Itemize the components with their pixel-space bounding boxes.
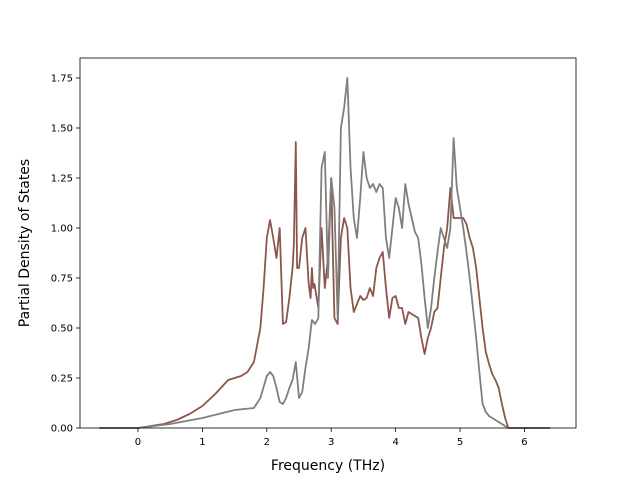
x-tick-label: 5 bbox=[457, 437, 463, 448]
y-axis-label: Partial Density of States bbox=[17, 159, 33, 327]
x-tick-label: 3 bbox=[328, 437, 334, 448]
series-line-2 bbox=[99, 77, 551, 429]
x-tick-label: 6 bbox=[521, 437, 527, 448]
x-tick-label: 1 bbox=[199, 437, 205, 448]
x-axis-ticks: 0 1 2 3 4 5 6 bbox=[135, 428, 528, 448]
y-tick-label: 1.50 bbox=[51, 124, 73, 135]
y-tick-label: 0.25 bbox=[51, 374, 73, 385]
x-tick-label: 4 bbox=[392, 437, 398, 448]
y-tick-label: 1.25 bbox=[51, 174, 73, 185]
y-tick-label: 1.00 bbox=[51, 224, 73, 235]
plot-frame bbox=[79, 57, 577, 429]
x-tick-label: 0 bbox=[135, 437, 141, 448]
y-tick-label: 0.00 bbox=[51, 424, 73, 435]
x-tick-label: 2 bbox=[264, 437, 270, 448]
y-tick-label: 1.75 bbox=[51, 74, 73, 85]
y-axis-ticks: 0.00 0.25 0.50 0.75 1.00 1.25 1.50 1.75 bbox=[51, 74, 80, 435]
y-tick-label: 0.75 bbox=[51, 274, 73, 285]
x-axis-label: Frequency (THz) bbox=[271, 458, 385, 474]
series-line-1 bbox=[99, 141, 551, 429]
y-tick-label: 0.50 bbox=[51, 324, 73, 335]
series-layer bbox=[99, 77, 551, 429]
